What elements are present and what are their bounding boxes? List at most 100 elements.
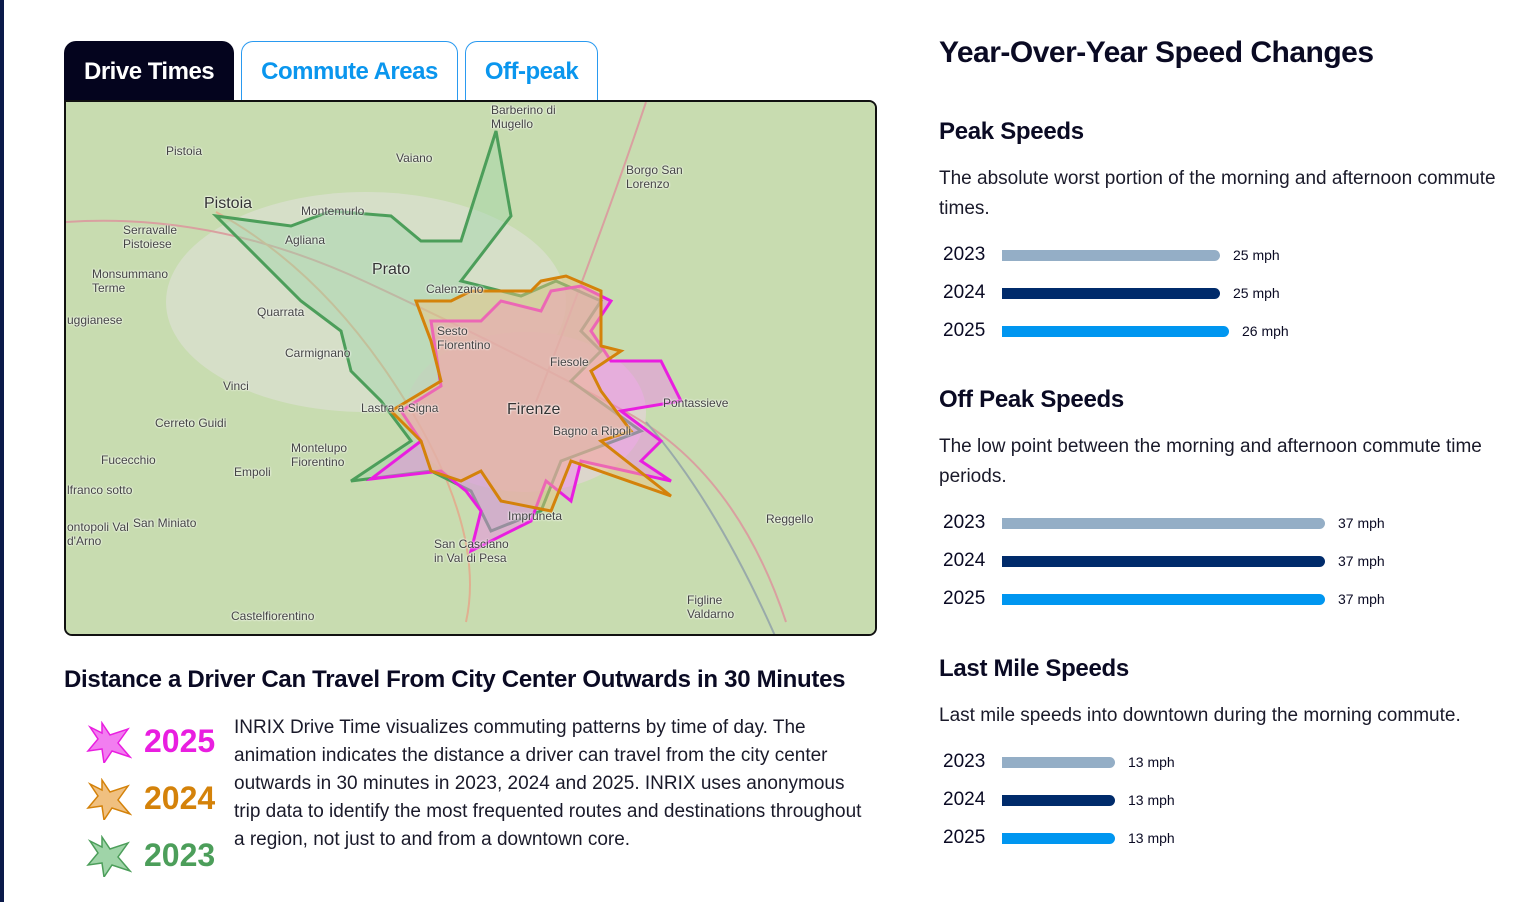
star-icon <box>86 777 132 820</box>
speed-section: Last Mile Speeds Last mile speeds into d… <box>939 655 1499 857</box>
map-place-label: Fiesole <box>550 355 589 369</box>
map-place-label: Firenze <box>507 401 561 418</box>
map-place-label: Montelupo Fiorentino <box>291 441 348 469</box>
map-road <box>66 219 787 623</box>
map-place-label: Sesto Fiorentino <box>437 324 491 352</box>
speed-row-2025: 2025 37 mph <box>943 580 1499 618</box>
map-place-label: Cerreto Guidi <box>155 416 227 430</box>
drive-time-map[interactable]: Barberino di Mugello Vaiano Borgo San Lore… <box>64 100 877 636</box>
speed-bar <box>1002 517 1325 529</box>
speed-value: 13 mph <box>1128 754 1175 770</box>
map-place-label: Figline Valdarno <box>687 593 735 621</box>
map-place-label: Impruneta <box>508 509 563 523</box>
map-place-label: Borgo San Lorenzo <box>626 163 683 191</box>
speed-value: 37 mph <box>1338 515 1385 531</box>
tab-off-peak[interactable]: Off-peak <box>464 41 599 101</box>
speed-row-2023: 2023 13 mph <box>943 743 1499 781</box>
star-icon <box>86 834 132 877</box>
legend-item-2023: 2023 <box>86 827 215 884</box>
map-place-label: San Miniato <box>133 516 197 530</box>
speed-section: Off Peak Speeds The low point between th… <box>939 386 1499 618</box>
section-description: Last mile speeds into downtown during th… <box>939 705 1461 726</box>
legend-item-2024: 2024 <box>86 770 215 827</box>
speed-value: 13 mph <box>1128 830 1175 846</box>
legend-year: 2023 <box>144 837 216 873</box>
map-layer <box>66 102 875 634</box>
map-place-label: Prato <box>372 261 411 278</box>
map-place-label: Pistoia <box>204 195 253 212</box>
speed-row-2023: 2023 37 mph <box>943 504 1499 542</box>
map-caption: Distance a Driver Can Travel From City C… <box>64 666 846 693</box>
map-road <box>535 102 647 403</box>
speed-row-2025: 2025 13 mph <box>943 819 1499 857</box>
speed-value: 25 mph <box>1233 247 1280 263</box>
map-place-label: Castelfiorentino <box>231 609 315 623</box>
map-description: INRIX Drive Time visualizes commuting pa… <box>234 717 862 850</box>
map-place-label: Lastra a Signa <box>361 401 439 415</box>
tab-commute-areas[interactable]: Commute Areas <box>241 41 458 101</box>
section-title: Off Peak Speeds <box>939 386 1124 413</box>
map-place-label: uggianese <box>67 313 123 327</box>
speed-row-2024: 2024 25 mph <box>943 274 1499 312</box>
map-place-label: San Casciano in Val di Pesa <box>434 537 509 565</box>
speed-bar <box>1002 555 1325 567</box>
row-year: 2024 <box>943 789 986 810</box>
tab-drive-times[interactable]: Drive Times <box>64 41 235 101</box>
row-year: 2023 <box>943 512 986 533</box>
speed-value: 25 mph <box>1233 285 1280 301</box>
map-place-label: Agliana <box>285 233 326 247</box>
speed-row-2025: 2025 26 mph <box>943 312 1499 350</box>
window-edge <box>0 0 4 902</box>
map-place-label: ontopoli Val d'Arno <box>67 520 129 548</box>
speed-bar <box>1002 249 1220 261</box>
speed-bar <box>1002 287 1220 299</box>
speed-bar <box>1002 593 1325 605</box>
map-place-label: Serravalle Pistoiese <box>123 223 178 251</box>
map-place-label: Reggello <box>766 512 814 526</box>
panel-title: Year-Over-Year Speed Changes <box>939 36 1374 69</box>
speed-row-2023: 2023 25 mph <box>943 236 1499 274</box>
section-title: Peak Speeds <box>939 118 1084 145</box>
row-year: 2024 <box>943 282 986 303</box>
row-year: 2025 <box>943 588 986 609</box>
map-place-label: Montemurlo <box>301 204 365 218</box>
speed-bar <box>1002 756 1115 768</box>
map-place-label: Pontassieve <box>663 396 729 410</box>
legend-year: 2024 <box>144 780 216 816</box>
section-description: The absolute worst portion of the mornin… <box>939 168 1496 219</box>
map-place-label: Fucecchio <box>101 453 156 467</box>
map-place-label: Empoli <box>234 465 271 479</box>
speed-section: Peak Speeds The absolute worst portion o… <box>939 118 1499 350</box>
row-year: 2024 <box>943 550 986 571</box>
speed-value: 37 mph <box>1338 591 1385 607</box>
speed-row-2024: 2024 37 mph <box>943 542 1499 580</box>
legend-item-2025: 2025 <box>86 713 215 770</box>
map-place-label: Bagno a Ripoli <box>553 424 632 438</box>
row-year: 2023 <box>943 751 986 772</box>
row-year: 2023 <box>943 244 986 265</box>
legend-year: 2025 <box>144 723 216 759</box>
map-place-label: Carmignano <box>285 346 351 360</box>
map-place-label: lfranco sotto <box>67 483 133 497</box>
drive-area-2025 <box>365 284 684 554</box>
row-year: 2025 <box>943 827 986 848</box>
speed-row-2024: 2024 13 mph <box>943 781 1499 819</box>
map-place-label: Vaiano <box>396 151 433 165</box>
speed-bar <box>1002 832 1115 844</box>
map-place-label: Barberino di Mugello <box>491 103 556 131</box>
star-icon <box>86 720 132 763</box>
map-place-label: Vinci <box>223 379 249 393</box>
map-place-label: Quarrata <box>257 305 305 319</box>
map-river <box>645 421 776 634</box>
section-description: The low point between the morning and af… <box>939 436 1482 487</box>
speed-value: 26 mph <box>1242 323 1289 339</box>
drive-area-2024 <box>388 274 672 513</box>
map-place-label: Calenzano <box>426 282 484 296</box>
row-year: 2025 <box>943 320 986 341</box>
speed-bar <box>1002 325 1229 337</box>
speed-value: 13 mph <box>1128 792 1175 808</box>
map-legend: 2025 2024 2023 <box>86 713 215 884</box>
map-place-label: Monsummano Terme <box>92 267 169 295</box>
speed-value: 37 mph <box>1338 553 1385 569</box>
section-title: Last Mile Speeds <box>939 655 1129 682</box>
